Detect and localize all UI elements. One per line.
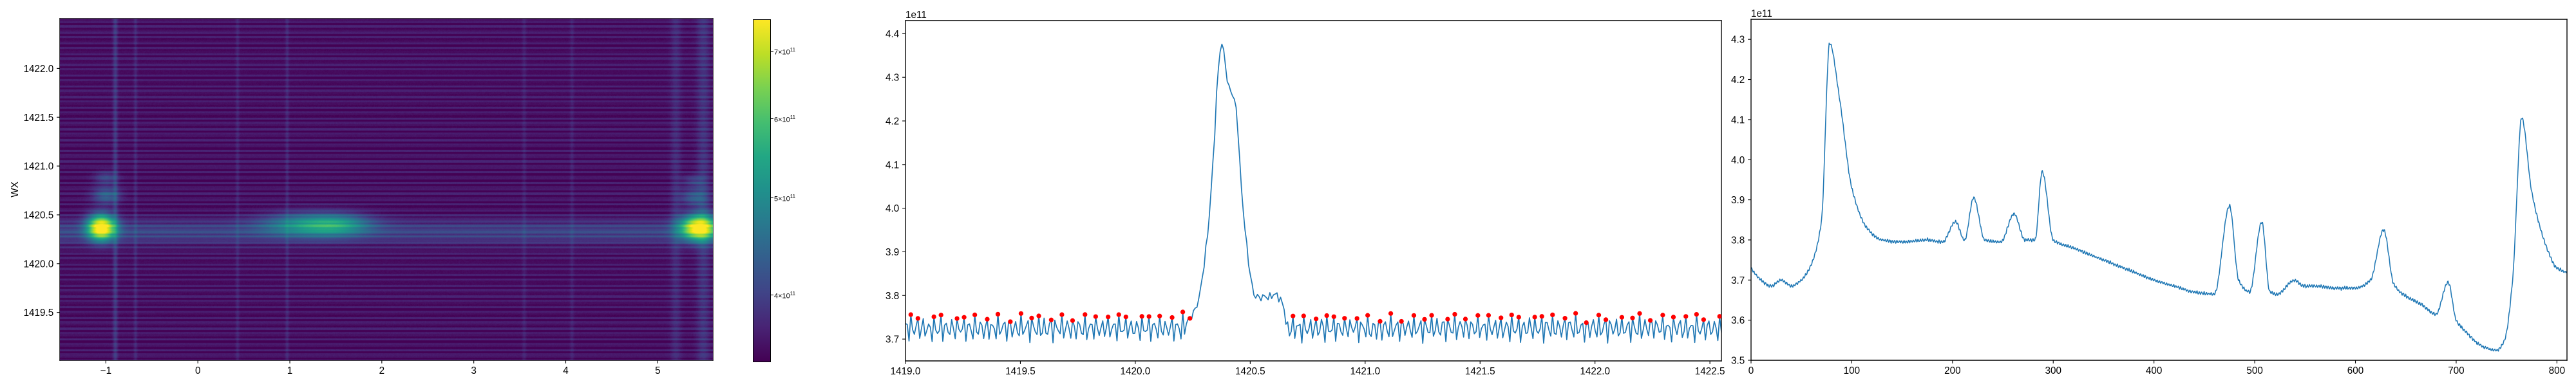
svg-text:0: 0	[195, 365, 201, 376]
svg-text:200: 200	[1944, 365, 1960, 376]
svg-text:500: 500	[2246, 365, 2262, 376]
svg-text:600: 600	[2347, 365, 2363, 376]
svg-text:4.3: 4.3	[1731, 35, 1745, 46]
svg-text:1420.0: 1420.0	[1121, 366, 1151, 377]
svg-text:1419.0: 1419.0	[891, 366, 921, 377]
svg-text:4.4: 4.4	[886, 29, 900, 40]
svg-text:4.2: 4.2	[1731, 75, 1745, 86]
svg-text:1e11: 1e11	[905, 10, 927, 21]
svg-text:100: 100	[1844, 365, 1860, 376]
svg-text:1420.0: 1420.0	[24, 259, 54, 270]
svg-text:3.8: 3.8	[1731, 235, 1745, 246]
svg-text:3.7: 3.7	[886, 335, 899, 345]
svg-text:4.2: 4.2	[886, 116, 899, 127]
svg-text:1420.5: 1420.5	[24, 210, 54, 221]
svg-text:1e11: 1e11	[1751, 8, 1772, 19]
svg-text:300: 300	[2045, 365, 2061, 376]
svg-text:1421.0: 1421.0	[24, 161, 54, 172]
svg-text:1421.5: 1421.5	[24, 113, 54, 124]
svg-text:5: 5	[655, 365, 661, 376]
svg-text:4.0: 4.0	[1731, 155, 1745, 166]
svg-text:4: 4	[563, 365, 569, 376]
svg-text:3.9: 3.9	[1731, 195, 1745, 206]
svg-text:3.8: 3.8	[886, 291, 899, 302]
svg-text:1419.5: 1419.5	[24, 308, 54, 318]
svg-text:1422.0: 1422.0	[24, 64, 54, 75]
svg-text:1419.5: 1419.5	[1005, 366, 1036, 377]
svg-text:3: 3	[471, 365, 477, 376]
svg-text:WX: WX	[10, 181, 21, 198]
svg-text:−1: −1	[100, 365, 111, 376]
svg-text:1422.0: 1422.0	[1580, 366, 1610, 377]
svg-text:4.3: 4.3	[886, 73, 899, 84]
svg-text:3.7: 3.7	[1731, 275, 1745, 286]
svg-text:1: 1	[287, 365, 293, 376]
svg-text:800: 800	[2549, 365, 2565, 376]
svg-text:0: 0	[1748, 365, 1754, 376]
svg-text:700: 700	[2448, 365, 2464, 376]
svg-text:3.9: 3.9	[886, 247, 899, 258]
svg-text:3.5: 3.5	[1731, 356, 1745, 367]
svg-text:1421.5: 1421.5	[1465, 366, 1495, 377]
svg-text:1420.5: 1420.5	[1235, 366, 1265, 377]
svg-text:3.6: 3.6	[1731, 315, 1745, 326]
svg-text:4.1: 4.1	[886, 160, 899, 170]
svg-text:2: 2	[379, 365, 385, 376]
svg-text:400: 400	[2146, 365, 2162, 376]
svg-text:4.1: 4.1	[1731, 115, 1745, 125]
svg-text:1421.0: 1421.0	[1350, 366, 1380, 377]
svg-text:4.0: 4.0	[886, 203, 899, 214]
